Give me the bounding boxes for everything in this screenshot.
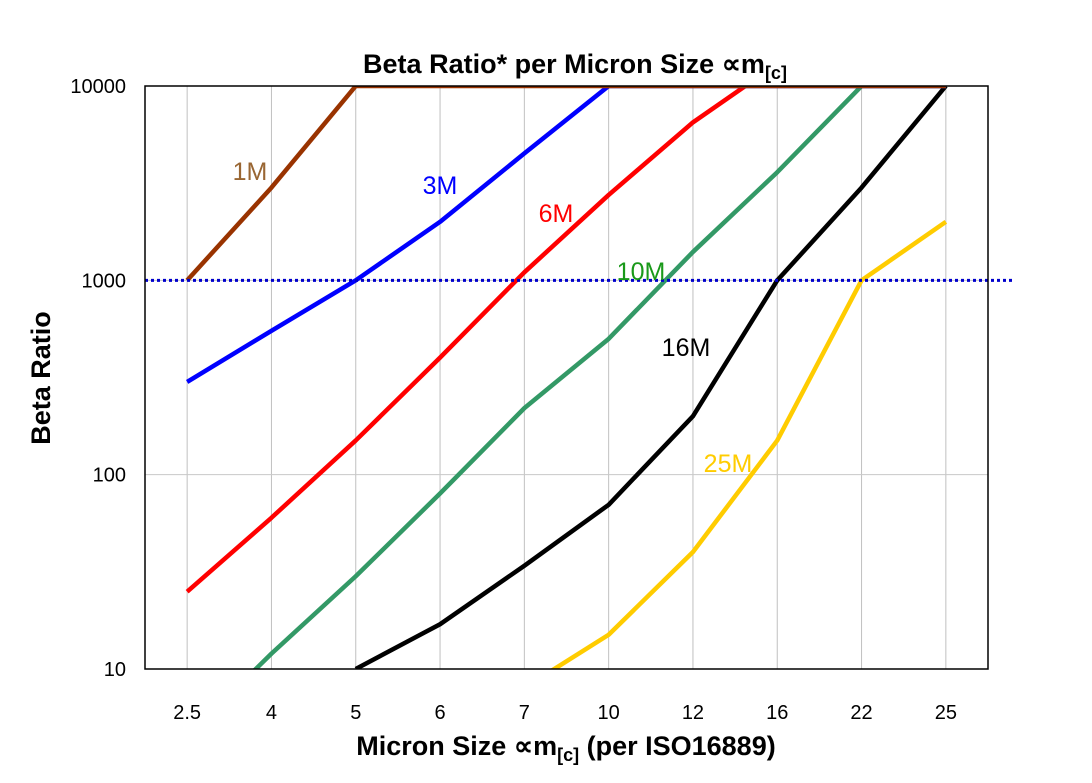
series-line-16M — [354, 86, 948, 669]
x-axis-label: Micron Size ∝m[c] (per ISO16889) — [356, 731, 775, 765]
series-label-3M: 3M — [423, 172, 458, 200]
y-axis-label: Beta Ratio — [26, 311, 56, 445]
grid — [145, 85, 988, 670]
series-label-6M: 6M — [539, 200, 574, 228]
series-label-10M: 10M — [617, 258, 666, 286]
x-tick-label: 16 — [766, 702, 788, 724]
y-tick-label: 10 — [104, 659, 126, 681]
x-tick-label: 25 — [935, 702, 957, 724]
series-labels: 25M 16M 10M 6M 3M 1M — [233, 158, 753, 478]
series-line-1M — [185, 86, 946, 282]
x-tick-label: 2.5 — [173, 702, 201, 724]
series-line-10M — [252, 86, 946, 669]
series-line-25M — [550, 219, 948, 669]
series-lines — [185, 86, 948, 669]
y-tick-labels: 10 100 1000 10000 — [70, 76, 126, 681]
x-tick-label: 12 — [682, 702, 704, 724]
x-tick-label: 4 — [266, 702, 277, 724]
y-tick-label: 100 — [93, 465, 126, 487]
x-tick-label: 7 — [519, 702, 530, 724]
y-tick-label: 10000 — [70, 76, 126, 98]
x-tick-label: 5 — [350, 702, 361, 724]
x-tick-label: 6 — [434, 702, 445, 724]
series-label-25M: 25M — [704, 450, 753, 478]
x-tick-label: 10 — [598, 702, 620, 724]
series-label-16M: 16M — [662, 334, 711, 362]
series-line-3M — [185, 86, 946, 384]
x-tick-labels: 2.5 4 5 6 7 10 12 16 22 25 — [173, 702, 957, 724]
y-tick-label: 1000 — [82, 270, 127, 292]
plot-border — [144, 85, 989, 670]
series-label-1M: 1M — [233, 158, 268, 186]
x-tick-label: 22 — [850, 702, 872, 724]
series-line-6M — [185, 86, 750, 594]
chart-title: Beta Ratio* per Micron Size ∝m[c] — [363, 49, 787, 83]
